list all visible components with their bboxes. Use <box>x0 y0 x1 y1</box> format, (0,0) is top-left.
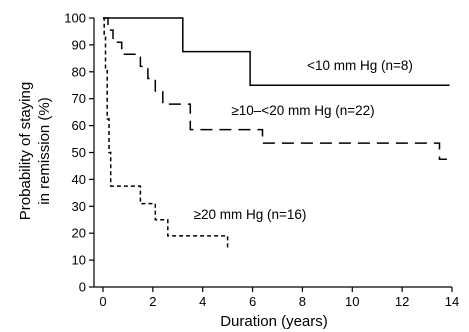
y-tick-label: 60 <box>72 118 86 133</box>
x-axis-label: Duration (years) <box>220 313 328 330</box>
chart-ticks: 0 2 4 6 8 10 12 14 0 10 20 30 40 50 60 70 80 90 100 <box>64 11 459 310</box>
y-axis-label-line-2: in remission (%) <box>36 97 53 205</box>
series-line-mid <box>103 17 447 160</box>
series-label-low: <10 mm Hg (n=8) <box>307 58 413 73</box>
y-axis-label-line-1: Probability of staying <box>17 82 34 220</box>
x-tick-label: 10 <box>345 294 359 309</box>
chart-series <box>103 17 450 250</box>
series-line-low <box>103 17 450 87</box>
series-label-high: ≥20 mm Hg (n=16) <box>194 207 307 222</box>
x-tick-label: 8 <box>299 294 306 309</box>
series-line-high <box>103 17 229 250</box>
x-tick-label: 6 <box>249 294 256 309</box>
y-tick-label: 40 <box>72 172 86 187</box>
x-tick-label: 0 <box>99 294 106 309</box>
y-tick-label: 100 <box>64 11 86 26</box>
y-tick-label: 30 <box>72 199 86 214</box>
x-tick-label: 2 <box>149 294 156 309</box>
series-label-mid: ≥10–<20 mm Hg (n=22) <box>231 103 374 118</box>
chart-labels: Duration (years) Probability of staying … <box>17 58 413 330</box>
x-tick-label: 4 <box>199 294 206 309</box>
y-tick-label: 10 <box>72 253 86 268</box>
y-tick-label: 70 <box>72 91 86 106</box>
y-tick-label: 50 <box>72 145 86 160</box>
y-tick-label: 80 <box>72 64 86 79</box>
x-tick-label: 14 <box>445 294 459 309</box>
x-tick-label: 12 <box>395 294 409 309</box>
y-tick-label: 0 <box>79 280 86 295</box>
y-tick-label: 20 <box>72 226 86 241</box>
y-tick-label: 90 <box>72 37 86 52</box>
